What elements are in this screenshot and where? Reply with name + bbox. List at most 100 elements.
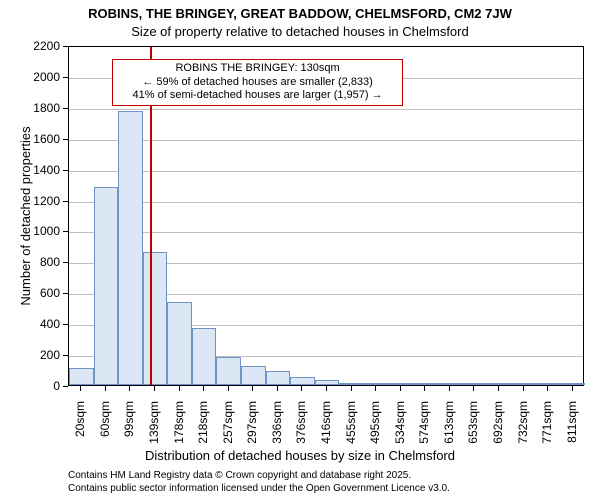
footer-line-2: Contains public sector information licen…: [68, 483, 450, 494]
y-tick-mark: [63, 77, 68, 78]
x-tick-mark: [375, 386, 376, 391]
x-tick-label: 20sqm: [73, 401, 87, 451]
chart-container: ROBINS, THE BRINGEY, GREAT BADDOW, CHELM…: [0, 0, 600, 500]
x-tick-label: 574sqm: [417, 401, 431, 451]
chart-title-sub: Size of property relative to detached ho…: [0, 24, 600, 39]
x-tick-mark: [228, 386, 229, 391]
x-tick-label: 534sqm: [393, 401, 407, 451]
histogram-bar: [413, 383, 438, 385]
x-tick-mark: [179, 386, 180, 391]
x-tick-label: 692sqm: [491, 401, 505, 451]
x-tick-mark: [154, 386, 155, 391]
x-tick-mark: [80, 386, 81, 391]
x-tick-label: 771sqm: [540, 401, 554, 451]
histogram-bar: [462, 383, 487, 385]
histogram-bar: [167, 302, 192, 385]
gridline: [69, 171, 583, 172]
footer-line-1: Contains HM Land Registry data © Crown c…: [68, 470, 411, 481]
y-tick-label: 1400: [0, 163, 60, 177]
y-tick-label: 2200: [0, 39, 60, 53]
y-tick-mark: [63, 231, 68, 232]
x-tick-mark: [277, 386, 278, 391]
histogram-bar: [290, 377, 315, 385]
histogram-bar: [266, 371, 291, 385]
y-tick-mark: [63, 170, 68, 171]
histogram-bar: [69, 368, 94, 385]
histogram-bar: [216, 357, 241, 385]
y-tick-label: 200: [0, 348, 60, 362]
y-axis-label: Number of detached properties: [18, 46, 33, 386]
x-tick-label: 60sqm: [98, 401, 112, 451]
histogram-bar: [118, 111, 143, 385]
histogram-bar: [388, 383, 413, 385]
y-tick-mark: [63, 262, 68, 263]
x-tick-mark: [129, 386, 130, 391]
y-tick-mark: [63, 293, 68, 294]
x-tick-mark: [498, 386, 499, 391]
x-tick-mark: [424, 386, 425, 391]
x-tick-label: 495sqm: [368, 401, 382, 451]
y-tick-mark: [63, 108, 68, 109]
x-tick-mark: [351, 386, 352, 391]
annotation-line-3: 41% of semi-detached houses are larger (…: [117, 89, 399, 103]
x-tick-mark: [449, 386, 450, 391]
histogram-bar: [241, 366, 266, 385]
y-tick-label: 0: [0, 379, 60, 393]
x-tick-label: 732sqm: [516, 401, 530, 451]
x-tick-mark: [572, 386, 573, 391]
y-tick-label: 1600: [0, 132, 60, 146]
y-tick-label: 1800: [0, 101, 60, 115]
histogram-bar: [339, 383, 364, 385]
plot-area: ROBINS THE BRINGEY: 130sqm ← 59% of deta…: [68, 46, 584, 386]
x-tick-label: 613sqm: [442, 401, 456, 451]
x-tick-mark: [105, 386, 106, 391]
annotation-box: ROBINS THE BRINGEY: 130sqm ← 59% of deta…: [112, 59, 404, 106]
x-tick-mark: [473, 386, 474, 391]
y-tick-mark: [63, 46, 68, 47]
histogram-bar: [192, 328, 217, 385]
x-tick-label: 416sqm: [319, 401, 333, 451]
y-tick-label: 1000: [0, 224, 60, 238]
x-tick-mark: [252, 386, 253, 391]
gridline: [69, 202, 583, 203]
x-tick-mark: [523, 386, 524, 391]
y-tick-mark: [63, 355, 68, 356]
x-tick-label: 336sqm: [270, 401, 284, 451]
histogram-bar: [536, 383, 561, 385]
histogram-bar: [511, 383, 536, 385]
gridline: [69, 109, 583, 110]
y-tick-label: 2000: [0, 70, 60, 84]
x-tick-mark: [203, 386, 204, 391]
annotation-line-2: ← 59% of detached houses are smaller (2,…: [117, 76, 399, 90]
histogram-bar: [560, 383, 585, 385]
chart-title-main: ROBINS, THE BRINGEY, GREAT BADDOW, CHELM…: [0, 6, 600, 21]
gridline: [69, 140, 583, 141]
x-tick-mark: [400, 386, 401, 391]
x-tick-mark: [301, 386, 302, 391]
x-tick-label: 811sqm: [565, 401, 579, 451]
y-tick-mark: [63, 324, 68, 325]
x-tick-mark: [547, 386, 548, 391]
histogram-bar: [364, 383, 389, 385]
histogram-bar: [143, 252, 168, 385]
x-tick-label: 297sqm: [245, 401, 259, 451]
y-tick-mark: [63, 139, 68, 140]
histogram-bar: [94, 187, 119, 385]
x-tick-label: 139sqm: [147, 401, 161, 451]
x-tick-label: 376sqm: [294, 401, 308, 451]
annotation-line-1: ROBINS THE BRINGEY: 130sqm: [117, 62, 399, 76]
x-tick-label: 99sqm: [122, 401, 136, 451]
y-tick-label: 1200: [0, 194, 60, 208]
gridline: [69, 232, 583, 233]
x-tick-label: 257sqm: [221, 401, 235, 451]
y-tick-label: 400: [0, 317, 60, 331]
x-tick-label: 218sqm: [196, 401, 210, 451]
y-tick-mark: [63, 386, 68, 387]
histogram-bar: [487, 383, 512, 385]
histogram-bar: [438, 383, 463, 385]
y-tick-label: 600: [0, 286, 60, 300]
x-tick-label: 178sqm: [172, 401, 186, 451]
histogram-bar: [315, 380, 340, 385]
y-tick-label: 800: [0, 255, 60, 269]
x-tick-label: 653sqm: [466, 401, 480, 451]
